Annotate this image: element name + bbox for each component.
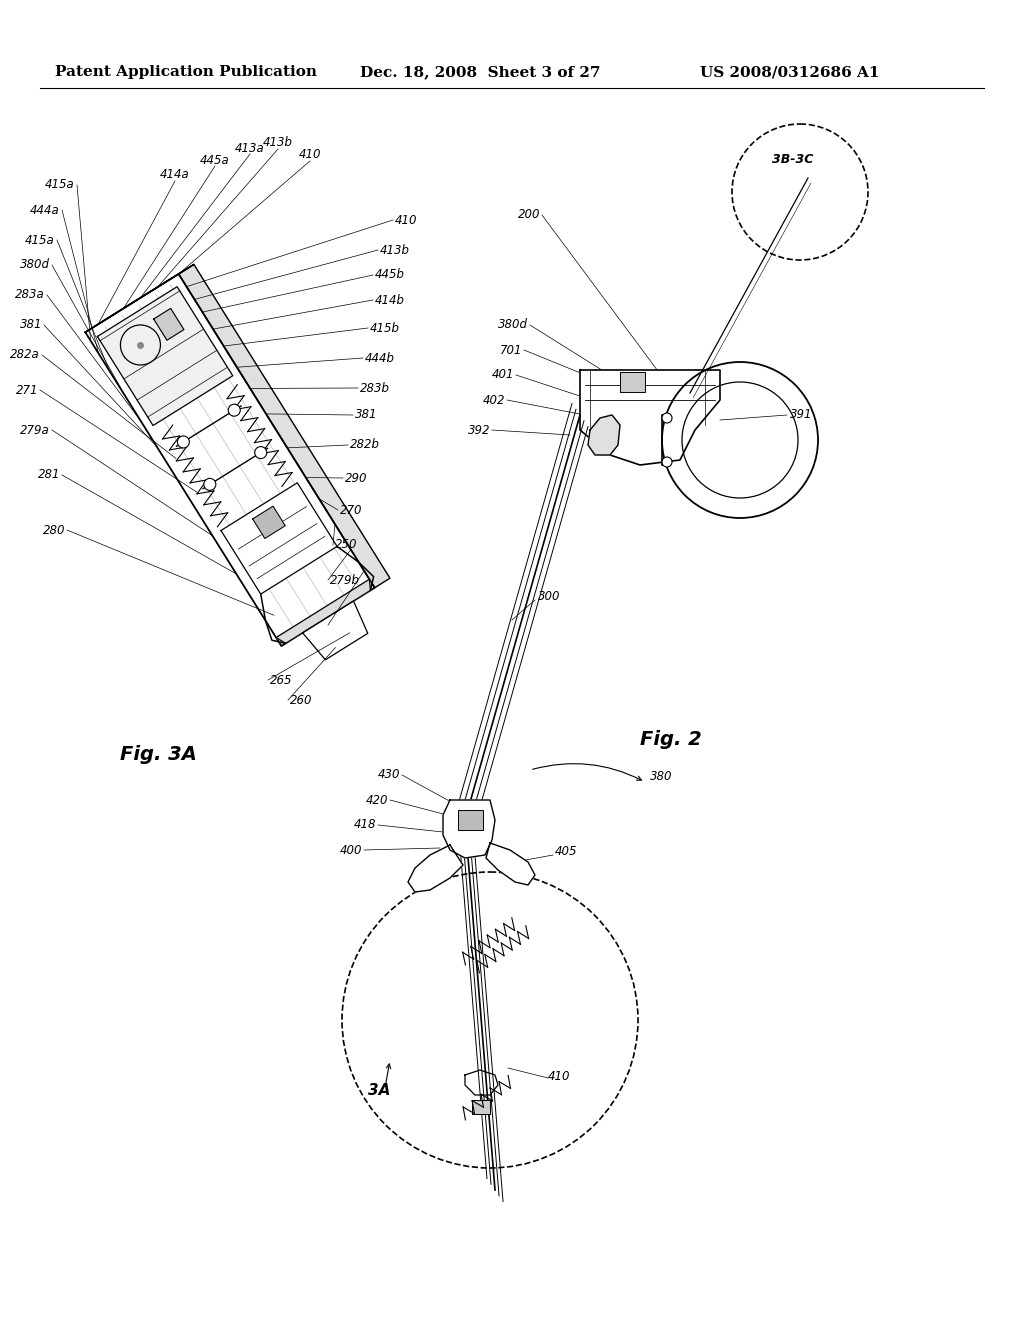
Text: 279a: 279a [20,424,50,437]
Polygon shape [276,579,371,643]
Circle shape [228,404,241,416]
Text: 415a: 415a [26,234,55,247]
Polygon shape [588,414,620,455]
Text: 418: 418 [353,818,376,832]
Polygon shape [178,264,390,587]
Text: 415b: 415b [370,322,400,334]
Text: 271: 271 [15,384,38,396]
Text: 444a: 444a [31,203,60,216]
Polygon shape [221,483,337,594]
Text: 410: 410 [299,149,322,161]
Polygon shape [408,845,463,892]
Text: 414a: 414a [160,169,189,181]
Text: 413b: 413b [263,136,293,149]
Text: 415a: 415a [45,178,75,191]
Text: 413a: 413a [236,141,265,154]
Text: US 2008/0312686 A1: US 2008/0312686 A1 [700,65,880,79]
Circle shape [662,413,672,422]
Text: 444b: 444b [365,351,395,364]
Text: 420: 420 [366,793,388,807]
Text: 380: 380 [650,770,673,783]
Text: 445b: 445b [375,268,406,281]
Text: 380d: 380d [498,318,528,331]
Text: 381: 381 [355,408,378,421]
Text: 260: 260 [290,693,312,706]
Text: 283b: 283b [360,381,390,395]
Polygon shape [443,800,495,858]
Text: 300: 300 [538,590,560,603]
Text: 265: 265 [270,673,293,686]
Text: 701: 701 [500,343,522,356]
Polygon shape [154,309,184,341]
Text: 381: 381 [19,318,42,331]
Text: 410: 410 [548,1071,570,1082]
Text: 413b: 413b [380,243,410,256]
Polygon shape [85,275,375,645]
Text: 282a: 282a [10,348,40,362]
Text: Patent Application Publication: Patent Application Publication [55,65,317,79]
Text: 283a: 283a [15,289,45,301]
Text: 279b: 279b [330,573,360,586]
Circle shape [177,436,189,447]
Text: 414b: 414b [375,293,406,306]
Text: 430: 430 [378,768,400,781]
Text: 410: 410 [395,214,418,227]
Text: 391: 391 [790,408,812,421]
Text: Dec. 18, 2008  Sheet 3 of 27: Dec. 18, 2008 Sheet 3 of 27 [360,65,600,79]
Text: 402: 402 [482,393,505,407]
Text: 392: 392 [468,424,490,437]
Text: 200: 200 [517,209,540,222]
Polygon shape [580,370,720,465]
Text: 290: 290 [345,471,368,484]
Circle shape [662,457,672,467]
Bar [458,810,483,830]
Circle shape [204,478,216,490]
Text: Fig. 3A: Fig. 3A [120,744,197,764]
Text: 270: 270 [340,503,362,516]
Polygon shape [85,264,194,333]
Polygon shape [303,601,368,660]
Text: 3B-3C: 3B-3C [772,153,814,166]
Text: 282b: 282b [330,619,360,631]
Circle shape [255,446,266,458]
Text: Fig. 2: Fig. 2 [640,730,701,748]
Text: 380d: 380d [20,259,50,272]
Text: 250: 250 [335,539,357,552]
Polygon shape [486,843,535,884]
Text: 281: 281 [38,469,60,482]
Bar [620,372,645,392]
Text: 405: 405 [555,845,578,858]
Text: 400: 400 [340,843,362,857]
Text: 282b: 282b [350,438,380,451]
Polygon shape [253,506,286,539]
Text: 280: 280 [43,524,65,536]
Text: 445a: 445a [200,153,229,166]
Polygon shape [97,286,232,425]
Text: 3A: 3A [368,1082,390,1098]
Bar [472,1100,490,1114]
Text: 401: 401 [492,368,514,381]
